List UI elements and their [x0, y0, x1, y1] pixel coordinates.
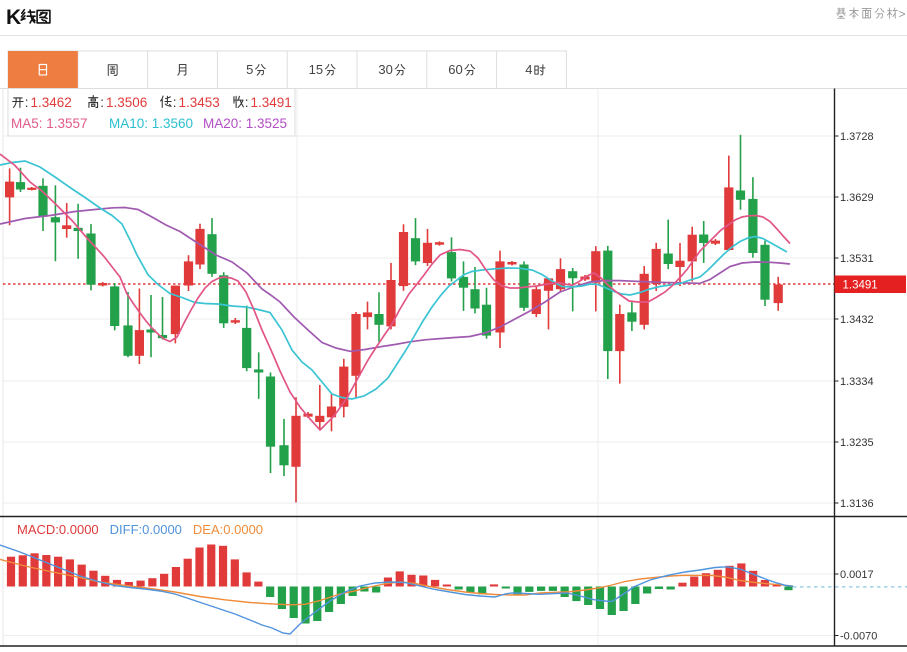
svg-text:1.3728: 1.3728	[840, 131, 874, 143]
svg-text::1.3453: :1.3453	[173, 95, 220, 110]
svg-text::1.3462: :1.3462	[25, 95, 72, 110]
svg-text:60: 60	[448, 62, 462, 77]
svg-text:4: 4	[525, 62, 532, 77]
svg-text::1.3491: :1.3491	[245, 95, 292, 110]
svg-text:1.3235: 1.3235	[840, 437, 874, 449]
svg-text::1.3506: :1.3506	[100, 95, 147, 110]
svg-text:0.0017: 0.0017	[840, 569, 874, 581]
svg-text:30: 30	[378, 62, 392, 77]
svg-text:K: K	[6, 6, 21, 29]
svg-text:>: >	[899, 7, 906, 21]
svg-text:1.3629: 1.3629	[840, 192, 874, 204]
svg-text:1.3136: 1.3136	[840, 498, 874, 510]
svg-text:1.3432: 1.3432	[840, 314, 874, 326]
svg-text:1.3334: 1.3334	[840, 376, 874, 388]
svg-text:1.3491: 1.3491	[843, 280, 878, 292]
svg-text:1.3531: 1.3531	[840, 253, 874, 265]
svg-text:5: 5	[246, 62, 253, 77]
svg-text:-0.0070: -0.0070	[840, 631, 877, 643]
svg-text:15: 15	[309, 62, 323, 77]
